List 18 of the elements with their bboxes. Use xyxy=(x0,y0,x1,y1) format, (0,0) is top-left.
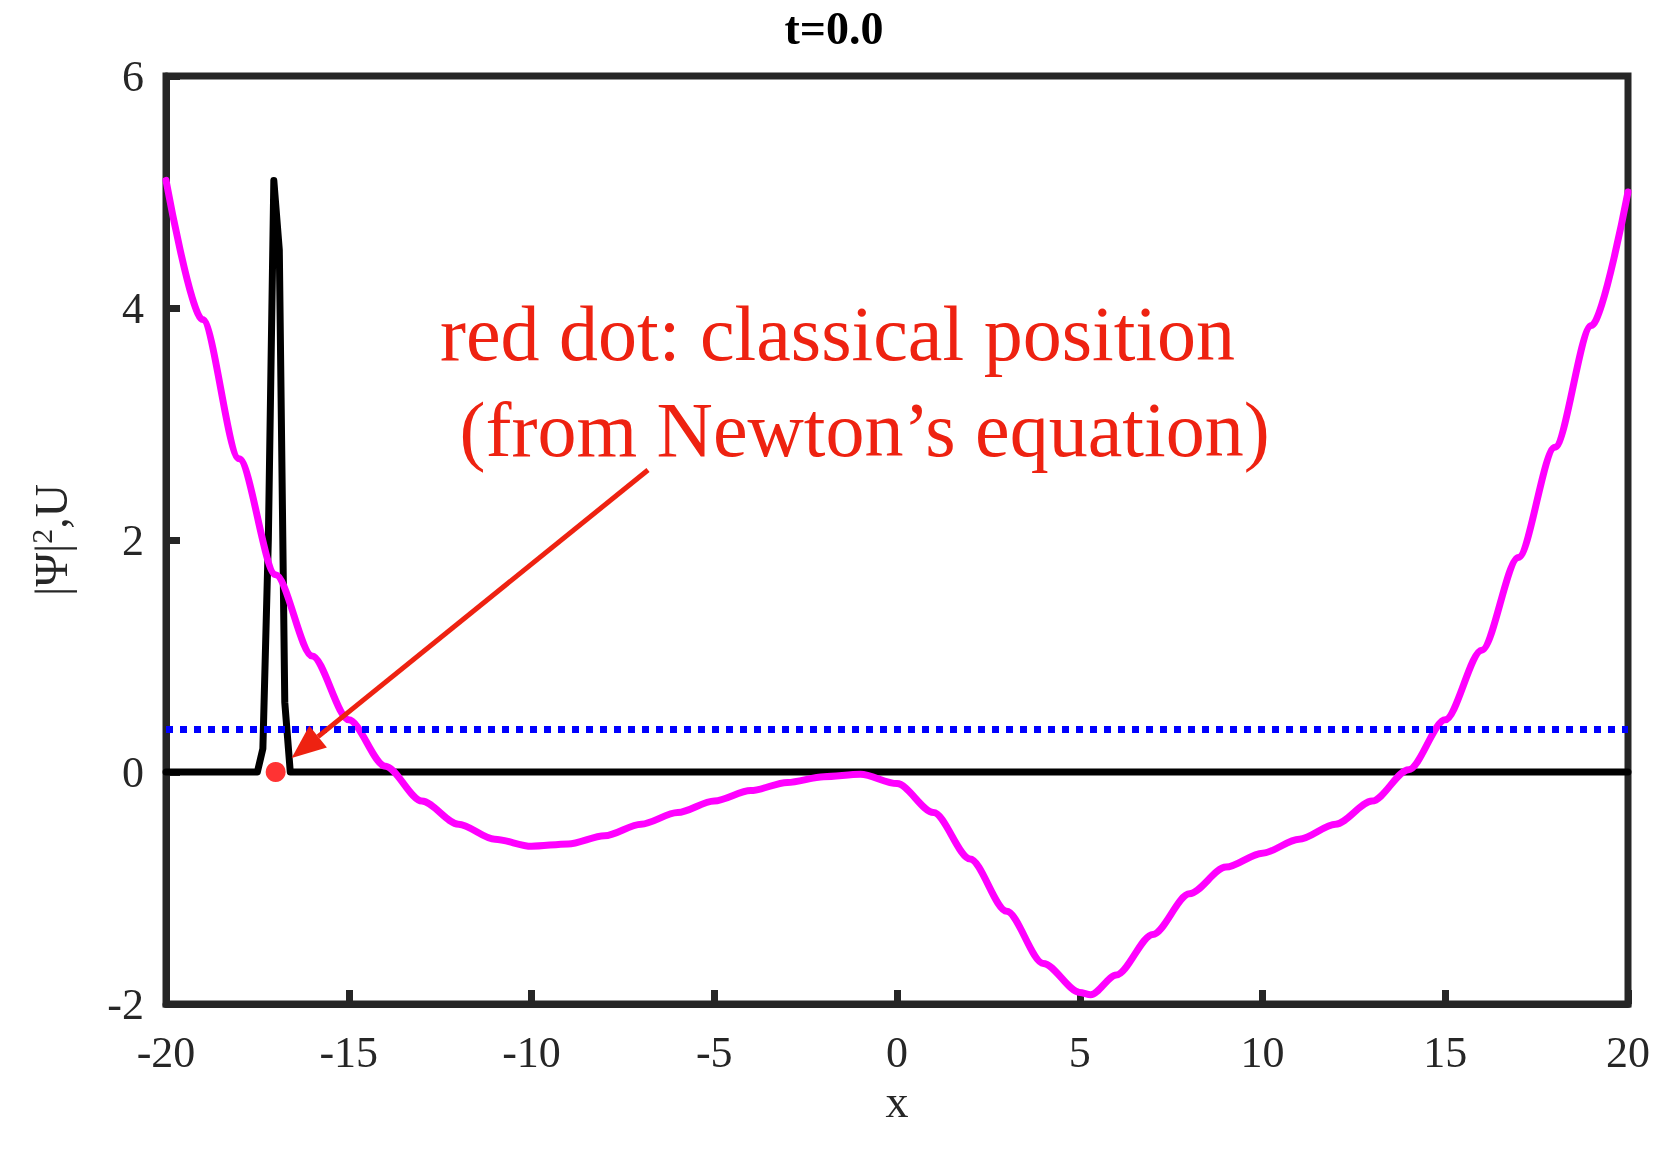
x-axis-title: x xyxy=(885,1076,909,1128)
y-tick-label: -2 xyxy=(107,979,144,1029)
x-tick-label: 20 xyxy=(1606,1027,1650,1077)
y-tick-label: 0 xyxy=(122,747,144,797)
x-tick-label: 10 xyxy=(1240,1027,1285,1077)
x-tick-label: 15 xyxy=(1423,1027,1468,1077)
y-tick-label: 2 xyxy=(122,515,144,565)
chart-title: t=0.0 xyxy=(784,2,884,54)
x-tick-label: -10 xyxy=(502,1027,561,1077)
y-tick-label: 4 xyxy=(122,283,144,333)
x-tick-label: -15 xyxy=(319,1027,379,1077)
x-tick-label: -5 xyxy=(695,1027,733,1077)
y-tick-label: 6 xyxy=(122,51,144,101)
x-tick-label: -20 xyxy=(136,1027,196,1077)
y-axis-title: |Ψ|2,U xyxy=(24,483,77,597)
x-tick-label: 5 xyxy=(1068,1027,1091,1077)
annotation: red dot: classical position (from Newton’s equation) xyxy=(440,289,1270,473)
x-tick-label: 0 xyxy=(886,1027,908,1077)
